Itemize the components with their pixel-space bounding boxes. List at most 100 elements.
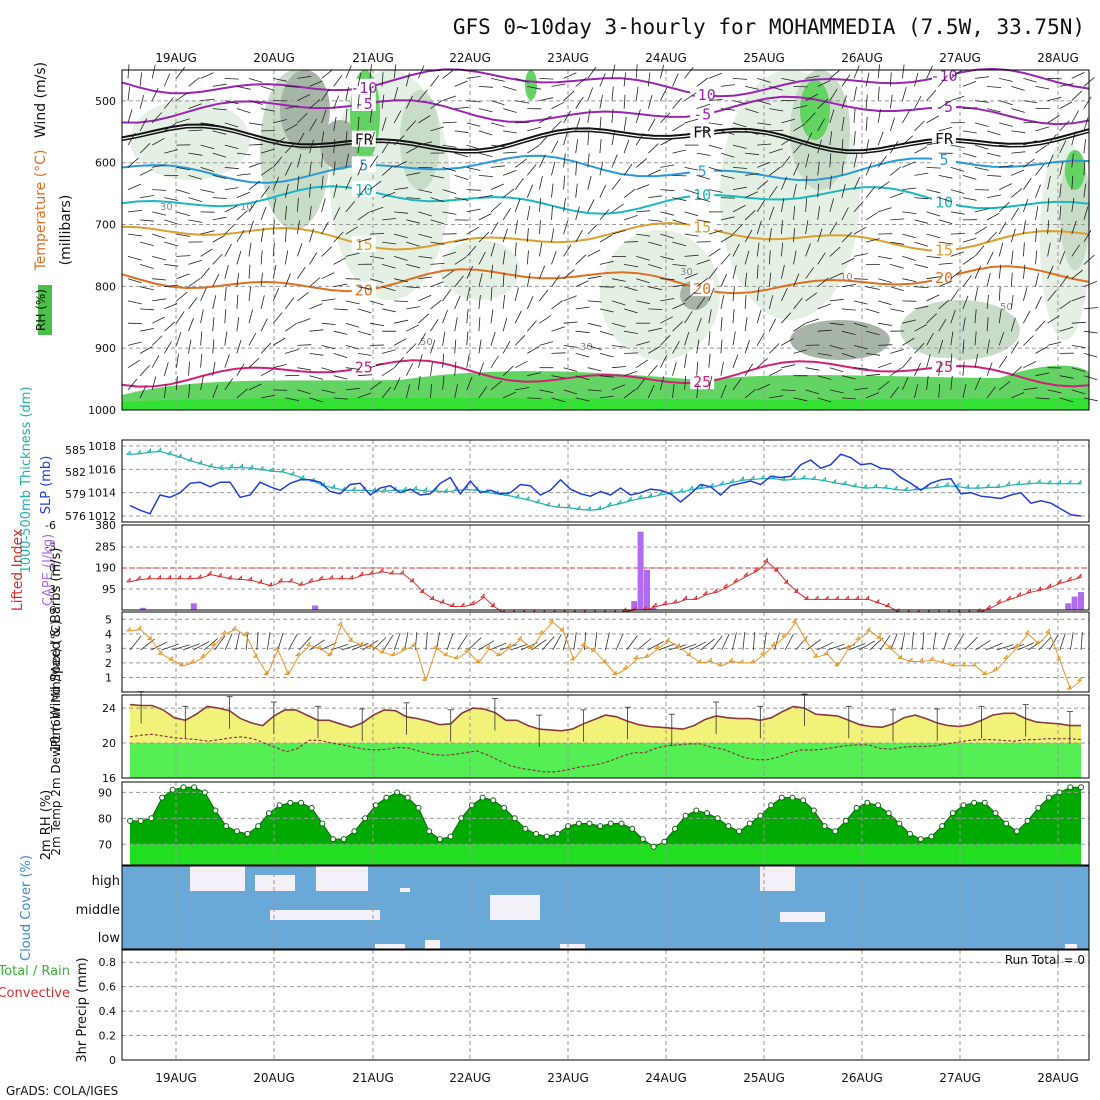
wind-barb — [587, 66, 597, 79]
wind-barb — [648, 264, 662, 269]
wind-barb-10m — [742, 632, 746, 651]
wind-barb — [660, 376, 665, 390]
rh2m-point — [939, 823, 946, 830]
cape-bar — [139, 607, 146, 610]
wind-barb — [466, 167, 481, 171]
wind-barb — [200, 267, 210, 279]
wind-barb — [224, 167, 239, 170]
thickness-point — [943, 481, 949, 487]
wind-barb — [599, 209, 610, 221]
wind-barb — [841, 257, 855, 265]
wind-barb — [430, 126, 445, 132]
wind-barb — [261, 108, 275, 112]
wind-speed-point — [749, 658, 754, 664]
thickness-point — [1066, 479, 1072, 485]
contour-label-bg — [690, 162, 715, 179]
wind-barb — [405, 95, 413, 109]
wind-barb — [623, 72, 626, 87]
wind-barb — [1011, 366, 1023, 376]
wind-barb — [962, 317, 966, 332]
wind-barb — [309, 277, 321, 288]
wind-barb — [151, 335, 163, 346]
wind-barb — [442, 270, 455, 280]
wind-barb — [140, 328, 154, 332]
wind-barb — [599, 308, 614, 313]
wind-barb — [224, 354, 230, 368]
wind-barb — [188, 219, 203, 223]
wind-barb — [1071, 321, 1086, 324]
thickness-point — [504, 491, 509, 497]
wind-barb — [381, 94, 385, 109]
wind-barb — [853, 108, 856, 123]
wind-speed-point — [411, 641, 416, 647]
wind-barb — [1023, 242, 1025, 257]
wind-barb — [768, 185, 778, 198]
wind-barb-10m — [615, 633, 624, 651]
wind-barb — [502, 108, 517, 113]
wind-barb — [732, 243, 740, 257]
panel-frame — [121, 781, 1090, 866]
rh2m-point — [404, 794, 411, 801]
wind-barb — [430, 175, 445, 179]
thickness-point — [647, 492, 653, 498]
wind-barb — [865, 211, 879, 221]
wind-barb — [829, 246, 841, 257]
wind-barb — [297, 367, 312, 371]
wind-barb — [490, 221, 499, 235]
wind-barb — [272, 287, 280, 302]
wind-barb — [309, 228, 314, 243]
wind-barb — [672, 175, 687, 177]
cloud-block — [760, 866, 795, 891]
wind-barb — [309, 205, 312, 220]
wind-barb — [248, 122, 263, 126]
wind-barb — [769, 108, 784, 112]
wind-barb — [624, 330, 638, 334]
wind-barb — [684, 233, 699, 237]
wind-barb — [539, 134, 549, 146]
wind-barb — [369, 155, 379, 168]
wind-barb — [321, 298, 336, 302]
wind-barb-10m — [425, 632, 428, 651]
rh2m-point — [736, 828, 743, 835]
rh-shading — [600, 230, 720, 360]
wind-barb — [563, 110, 572, 124]
wind-barb — [841, 353, 856, 358]
wind-barb — [756, 333, 765, 346]
wind-barb — [418, 189, 433, 193]
wind-barb — [406, 146, 419, 154]
wind-barb — [950, 251, 965, 257]
wind-barb — [829, 322, 844, 326]
wind-barb — [357, 308, 372, 314]
wind-barb — [938, 299, 950, 310]
wind-barb — [1071, 90, 1083, 101]
rh-contour-label: 30 — [160, 202, 173, 213]
panel-background — [122, 440, 1089, 522]
wind-barb — [950, 211, 965, 215]
wind-barb — [926, 189, 941, 194]
wind-barb — [1047, 134, 1057, 146]
wind-barb — [708, 287, 715, 302]
wind-barb — [200, 376, 204, 390]
thickness-point — [841, 480, 847, 486]
wind-barb — [648, 308, 663, 310]
wind-barb — [188, 278, 201, 288]
wind-barb — [660, 316, 673, 324]
lifted-index-point — [1066, 576, 1072, 581]
wind-barb — [708, 144, 723, 150]
rh2m-point — [394, 789, 401, 796]
wind-barb — [926, 354, 931, 368]
rh2m-point — [832, 828, 839, 835]
wind-barb — [188, 175, 203, 180]
contour-label-bg — [351, 358, 376, 375]
wind-barb — [672, 197, 687, 202]
wind-barb — [345, 86, 349, 101]
wind-barb — [841, 397, 856, 400]
wind-barb — [987, 108, 1001, 113]
wind-barb — [987, 194, 1001, 198]
wind-barb — [212, 235, 226, 243]
wind-barb — [866, 286, 880, 290]
wind-barb — [865, 238, 880, 243]
lifted-index-point — [318, 575, 323, 581]
lifted-index-point — [216, 572, 222, 578]
